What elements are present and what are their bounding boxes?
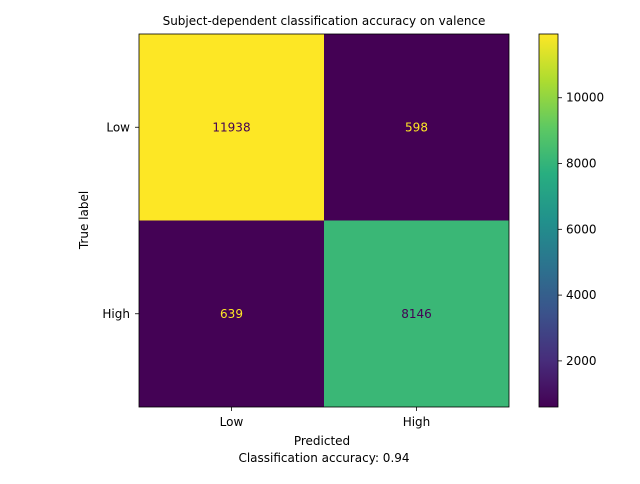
cell-low-low: [139, 34, 324, 221]
x-tick-label: High: [403, 415, 431, 429]
colorbar-tick-label: 10000: [566, 91, 604, 105]
cell-value-labels: 11938 598 639 8146: [212, 120, 431, 321]
cell-value-label: 11938: [212, 120, 250, 134]
colorbar-tick-label: 4000: [566, 288, 597, 302]
footer-text: Classification accuracy: 0.94: [238, 451, 409, 465]
x-axis-ticks: Low High: [220, 407, 431, 429]
colorbar-tick-label: 6000: [566, 222, 597, 236]
cell-high-low: [139, 220, 324, 407]
cell-value-label: 8146: [401, 307, 432, 321]
cell-high-high: [324, 220, 509, 407]
y-tick-label: Low: [106, 120, 130, 134]
y-axis-label: True label: [77, 191, 91, 250]
chart-title: Subject-dependent classification accurac…: [163, 14, 486, 28]
y-axis-ticks: Low High: [102, 120, 139, 321]
heatmap-cells: [139, 34, 509, 407]
colorbar-tick-label: 8000: [566, 157, 597, 171]
colorbar-tick-label: 2000: [566, 354, 597, 368]
cell-value-label: 639: [220, 307, 243, 321]
cell-value-label: 598: [405, 120, 428, 134]
x-axis-label: Predicted: [294, 434, 350, 448]
plot-frame: [138, 33, 510, 408]
y-tick-label: High: [102, 307, 130, 321]
colorbar-ticks: 2000 4000 6000 8000 10000: [558, 91, 604, 368]
cell-low-high: [324, 34, 509, 221]
x-tick-label: Low: [220, 415, 244, 429]
colorbar: [538, 33, 559, 408]
